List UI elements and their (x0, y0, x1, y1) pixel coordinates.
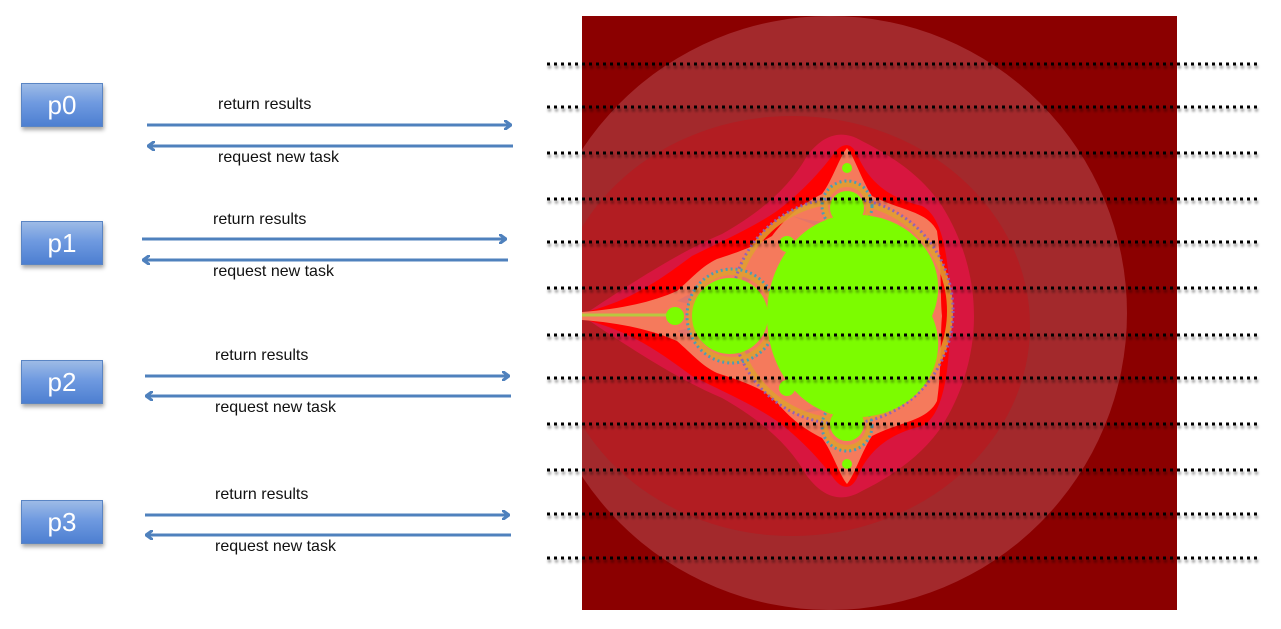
process-box-p3: p3 (21, 500, 103, 544)
request-new-task-label-p2: request new task (215, 399, 336, 416)
mandelbrot-image (582, 16, 1177, 610)
return-results-label-p3: return results (215, 486, 309, 503)
process-box-p1: p1 (21, 221, 103, 265)
request-new-task-label-p3: request new task (215, 538, 336, 555)
return-results-label-p0: return results (218, 96, 312, 113)
process-box-p2: p2 (21, 360, 103, 404)
request-new-task-label-p0: request new task (218, 149, 339, 166)
request-new-task-label-p1: request new task (213, 263, 334, 280)
return-results-label-p1: return results (213, 211, 307, 228)
return-results-label-p2: return results (215, 347, 309, 364)
arrows-layer (142, 0, 513, 629)
process-box-p0: p0 (21, 83, 103, 127)
